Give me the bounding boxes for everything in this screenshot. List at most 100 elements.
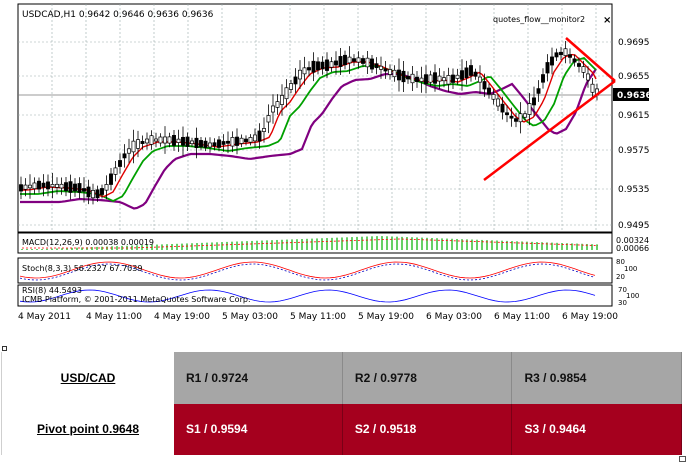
time-tick-label: 5 May 03:00 (222, 312, 278, 322)
candle-body (190, 140, 194, 145)
candle-body (559, 51, 563, 56)
stochastic-tick-label: 20 (616, 273, 625, 281)
candle-body (446, 75, 451, 85)
support-2-cell: S2 / 0.9518 (342, 403, 513, 455)
candle-body (545, 62, 550, 74)
currency-pair-label: USD/CAD (60, 370, 116, 385)
resistance-trendline[interactable] (565, 37, 616, 82)
candle-body (478, 76, 482, 83)
candle-body (127, 148, 131, 154)
candle-body (55, 183, 59, 188)
time-tick-label: 6 May 11:00 (494, 312, 550, 322)
resistance-row: USD/CAD R1 / 0.9724 R2 / 0.9778 R3 / 0.9… (1, 352, 682, 404)
price-tick-label: 0.9695 (618, 38, 650, 48)
candle-body (95, 189, 100, 199)
candle-body (343, 54, 347, 66)
candle-body (131, 140, 136, 153)
rsi-tick-label: 100 (626, 292, 639, 300)
candle-body (334, 60, 338, 66)
candle-body (109, 173, 113, 185)
candle-body (28, 184, 32, 189)
stochastic-main-line (19, 261, 596, 279)
candle-body (64, 182, 68, 191)
candle-body (370, 58, 374, 70)
candle-body (514, 118, 518, 122)
candle-body (379, 65, 383, 70)
candle-body (392, 69, 397, 78)
candle-body (464, 67, 469, 78)
candle-body (221, 141, 226, 145)
candle-body (59, 183, 64, 189)
candle-body (50, 184, 55, 188)
stochastic-label: Stoch(8,3,3) 56.2327 67.7039 (22, 264, 142, 273)
symbol-header: USDCAD,H1 0.9642 0.9646 0.9636 0.9636 (22, 10, 214, 20)
resize-handle-icon[interactable] (679, 456, 686, 462)
candle-body (496, 98, 500, 107)
candle-body (563, 48, 568, 56)
candle-body (91, 190, 95, 199)
candle-body (590, 83, 595, 93)
candle-body (154, 138, 158, 142)
candle-body (527, 103, 532, 115)
candle-body (230, 137, 235, 147)
candle-body (320, 61, 325, 70)
support-1-cell: S1 / 0.9594 (174, 403, 343, 455)
candle-body (419, 77, 424, 82)
candle-body (176, 138, 181, 143)
pair-label-cell: USD/CAD (1, 352, 174, 404)
candle-body (406, 75, 410, 80)
candle-body (275, 101, 280, 108)
support-trendline[interactable] (483, 80, 616, 181)
candle-body (77, 183, 82, 193)
candle-body (248, 137, 253, 143)
candle-body (532, 97, 536, 106)
resistance-1-cell: R1 / 0.9724 (174, 352, 343, 404)
candle-body (293, 76, 298, 85)
candle-body (415, 76, 419, 82)
candle-body (140, 141, 145, 144)
candle-body (19, 184, 23, 192)
candle-body (226, 140, 230, 144)
candle-body (73, 183, 77, 192)
candle-body (257, 130, 262, 142)
candle-body (316, 61, 320, 71)
candle-body (352, 58, 356, 62)
candle-body (145, 138, 149, 144)
rsi-curve (19, 289, 596, 303)
indicator-close-icon[interactable]: × (603, 15, 611, 26)
rsi-tick-label: 70 (618, 286, 627, 294)
pivot-levels-table: USD/CAD R1 / 0.9724 R2 / 0.9778 R3 / 0.9… (1, 352, 682, 455)
candle-body (68, 181, 73, 193)
macd-histogram (21, 236, 599, 250)
support-3-cell: S3 / 0.9464 (511, 403, 682, 455)
resistance-3-cell: R3 / 0.9854 (511, 352, 682, 404)
candle-body (266, 115, 271, 123)
candle-body (541, 74, 545, 83)
candle-body (469, 65, 473, 76)
price-chart[interactable]: USDCAD,H1 0.9642 0.9646 0.9636 0.9636 qu… (0, 0, 688, 340)
candle-body (271, 105, 275, 113)
candle-body (280, 95, 284, 105)
candle-body (235, 136, 239, 146)
rsi-tick-label: 30 (618, 299, 627, 307)
time-tick-label: 6 May 03:00 (426, 312, 482, 322)
candle-body (212, 142, 217, 147)
time-tick-label: 4 May 2011 (18, 312, 71, 322)
macd-signal-line (22, 238, 599, 249)
support-row: Pivot point 0.9648 S1 / 0.9594 S2 / 0.95… (1, 403, 682, 455)
ma-fast-line (20, 53, 597, 198)
candle-body (181, 136, 185, 146)
candle-body (298, 69, 302, 80)
candle-body (509, 115, 514, 119)
candle-body (118, 160, 122, 167)
candle-body (473, 71, 478, 77)
candle-body (32, 182, 37, 190)
price-tick-label: 0.9575 (618, 146, 650, 156)
triangle-trendlines[interactable] (483, 37, 616, 181)
candle-body (284, 87, 289, 100)
candle-body (437, 75, 442, 82)
candle-body (491, 94, 496, 100)
candle-body (388, 69, 392, 75)
candle-body (586, 73, 590, 81)
candle-body (113, 167, 118, 175)
